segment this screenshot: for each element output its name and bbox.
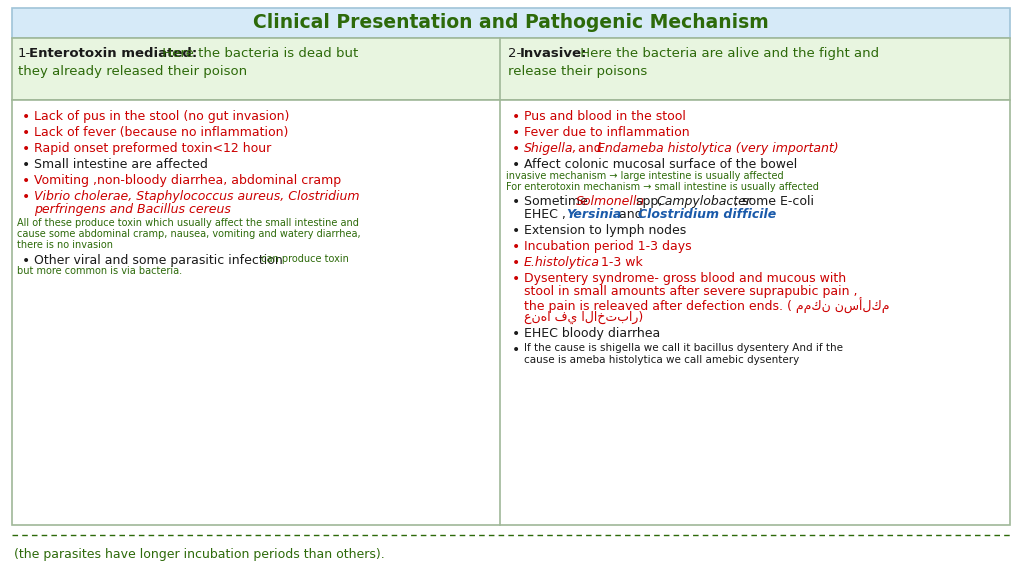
Text: Endameba histolytica (very important): Endameba histolytica (very important)	[597, 142, 839, 155]
Text: •: •	[512, 327, 520, 341]
Text: Enterotoxin mediated:: Enterotoxin mediated:	[29, 47, 198, 60]
Text: and: and	[574, 142, 605, 155]
Text: and: and	[615, 208, 646, 221]
Text: Pus and blood in the stool: Pus and blood in the stool	[524, 110, 686, 123]
Text: •: •	[22, 126, 31, 140]
Text: Campylobacter: Campylobacter	[656, 195, 751, 208]
Text: (the parasites have longer incubation periods than others).: (the parasites have longer incubation pe…	[14, 548, 385, 561]
Text: Shigella,: Shigella,	[524, 142, 578, 155]
Text: •: •	[512, 256, 520, 270]
Text: •: •	[512, 272, 520, 286]
Text: Vibrio cholerae, Staphylococcus aureus, Clostridium: Vibrio cholerae, Staphylococcus aureus, …	[34, 190, 359, 203]
Text: EHEC ,: EHEC ,	[524, 208, 570, 221]
Text: Lack of pus in the stool (no gut invasion): Lack of pus in the stool (no gut invasio…	[34, 110, 290, 123]
Text: but more common is via bacteria.: but more common is via bacteria.	[17, 266, 182, 276]
Text: Affect colonic mucosal surface of the bowel: Affect colonic mucosal surface of the bo…	[524, 158, 798, 171]
Text: •: •	[512, 224, 520, 238]
Text: Fever due to inflammation: Fever due to inflammation	[524, 126, 689, 139]
Text: stool in small amounts after severe suprapubic pain ,: stool in small amounts after severe supr…	[524, 285, 857, 298]
Text: •: •	[22, 142, 31, 156]
Text: cause is ameba histolytica we call amebic dysentery: cause is ameba histolytica we call amebi…	[524, 355, 800, 365]
Text: Here the bacteria is dead but: Here the bacteria is dead but	[158, 47, 358, 60]
Text: there is no invasion: there is no invasion	[17, 240, 113, 250]
Text: For enterotoxin mechanism → small intestine is usually affected: For enterotoxin mechanism → small intest…	[506, 182, 819, 192]
Text: invasive mechanism → large intestine is usually affected: invasive mechanism → large intestine is …	[506, 171, 783, 181]
Text: •: •	[22, 174, 31, 188]
Bar	[12, 8, 1010, 38]
Text: •: •	[512, 126, 520, 140]
Text: •: •	[22, 158, 31, 172]
Text: •: •	[512, 343, 520, 357]
Text: , some E-coli: , some E-coli	[734, 195, 814, 208]
Text: 1-: 1-	[18, 47, 32, 60]
Text: •: •	[22, 254, 31, 268]
Text: •: •	[512, 142, 520, 156]
Text: •: •	[512, 110, 520, 124]
Text: Sometime: Sometime	[524, 195, 592, 208]
Bar	[12, 100, 1010, 525]
Text: Invasive:: Invasive:	[520, 47, 588, 60]
Text: If the cause is shigella we call it bacillus dysentery And if the: If the cause is shigella we call it baci…	[524, 343, 843, 353]
Text: Small intestine are affected: Small intestine are affected	[34, 158, 208, 171]
Text: Vomiting ,non-bloody diarrhea, abdominal cramp: Vomiting ,non-bloody diarrhea, abdominal…	[34, 174, 341, 187]
Text: Solmonella: Solmonella	[575, 195, 645, 208]
Text: Incubation period 1-3 days: Incubation period 1-3 days	[524, 240, 691, 253]
Text: Here the bacteria are alive and the fight and: Here the bacteria are alive and the figh…	[575, 47, 880, 60]
Text: Other viral and some parasitic infection: Other viral and some parasitic infection	[34, 254, 283, 267]
Text: عنها في الاختبار): عنها في الاختبار)	[524, 311, 643, 324]
Text: the pain is releaved after defection ends. ( ممكن نسألكم: the pain is releaved after defection end…	[524, 298, 890, 314]
Text: •: •	[512, 195, 520, 209]
Text: Clinical Presentation and Pathogenic Mechanism: Clinical Presentation and Pathogenic Mec…	[253, 13, 769, 32]
Text: Extension to lymph nodes: Extension to lymph nodes	[524, 224, 686, 237]
Text: Yersinia: Yersinia	[566, 208, 622, 221]
Text: Lack of fever (because no inflammation): Lack of fever (because no inflammation)	[34, 126, 289, 139]
Text: Clostridium difficile: Clostridium difficile	[638, 208, 776, 221]
Text: •: •	[22, 110, 31, 124]
Text: All of these produce toxin which usually affect the small intestine and: All of these produce toxin which usually…	[17, 218, 358, 228]
Text: •: •	[512, 240, 520, 254]
Text: EHEC bloody diarrhea: EHEC bloody diarrhea	[524, 327, 660, 340]
Text: perfringens and Bacillus cereus: perfringens and Bacillus cereus	[34, 203, 230, 216]
Text: spp,: spp,	[632, 195, 667, 208]
Text: cause some abdominal cramp, nausea, vomiting and watery diarrhea,: cause some abdominal cramp, nausea, vomi…	[17, 229, 360, 239]
Text: release their poisons: release their poisons	[508, 65, 647, 78]
Text: Rapid onset preformed toxin<12 hour: Rapid onset preformed toxin<12 hour	[34, 142, 271, 155]
Text: Dysentery syndrome- gross blood and mucous with: Dysentery syndrome- gross blood and muco…	[524, 272, 846, 285]
Text: •: •	[512, 158, 520, 172]
Text: can produce toxin: can produce toxin	[258, 254, 349, 264]
Text: they already released their poison: they already released their poison	[18, 65, 247, 78]
Text: •: •	[22, 190, 31, 204]
Text: 1-3 wk: 1-3 wk	[597, 256, 643, 269]
Bar	[12, 38, 1010, 100]
Text: 2-: 2-	[508, 47, 521, 60]
Text: E.histolytica: E.histolytica	[524, 256, 600, 269]
